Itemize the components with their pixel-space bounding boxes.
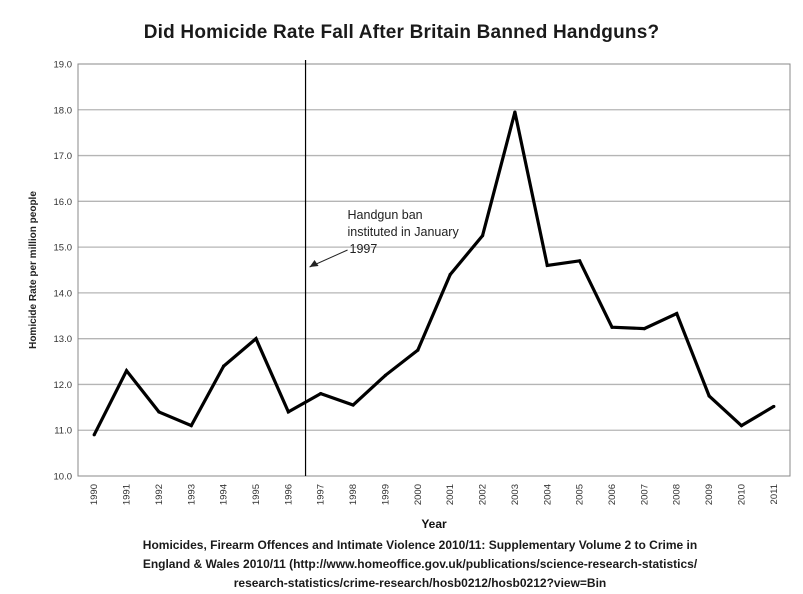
y-tick-label: 12.0 (54, 380, 73, 391)
data-point (707, 394, 711, 398)
y-tick-label: 10.0 (54, 472, 73, 483)
data-point (642, 326, 646, 331)
y-tick-label: 17.0 (54, 151, 73, 162)
data-point (351, 403, 355, 407)
x-tick-label: 2003 (510, 484, 521, 505)
x-tick-label: 1995 (251, 484, 262, 505)
source-line-2: England & Wales 2010/11 (http://www.home… (142, 557, 698, 571)
y-tick-label: 19.0 (54, 60, 73, 71)
x-tick-label: 2008 (672, 484, 683, 505)
annotation-text-line: 1997 (350, 242, 378, 256)
data-point (383, 373, 388, 377)
data-point (416, 348, 420, 352)
data-point (286, 410, 290, 414)
x-tick-labels: 1990 1991 1992 1993 1994 1995 1996 1997 1998 1999… (89, 484, 780, 505)
x-tick-label: 1997 (316, 484, 327, 505)
annotation-arrow-head (309, 260, 319, 267)
x-tick-label: 2004 (542, 484, 553, 505)
y-tick-label: 13.0 (54, 334, 73, 345)
data-point (222, 364, 226, 368)
plot-border (77, 63, 791, 477)
x-tick-label: 2009 (704, 484, 715, 505)
data-point (545, 263, 549, 268)
annotation-text-line: instituted in January (348, 225, 460, 239)
y-tick-label: 14.0 (54, 288, 73, 299)
x-tick-label: 2000 (413, 484, 424, 505)
y-tick-label: 15.0 (54, 243, 73, 254)
data-point (157, 410, 161, 414)
homicide-rate-line (92, 111, 775, 436)
x-tick-label: 2001 (445, 484, 456, 505)
data-point (513, 110, 517, 114)
source-citation: Homicides, Firearm Offences and Intimate… (60, 536, 780, 593)
data-point (124, 369, 129, 373)
x-tick-label: 1992 (154, 484, 165, 505)
x-tick-label: 1990 (89, 484, 100, 505)
x-tick-label: 1994 (219, 484, 230, 505)
y-axis-label: Homicide Rate per million people (28, 191, 39, 349)
x-tick-label: 1991 (122, 484, 133, 505)
x-tick-label: 2005 (575, 484, 586, 505)
x-tick-label: 1993 (186, 484, 197, 505)
x-tick-label: 1998 (348, 484, 359, 505)
y-tick-label: 11.0 (54, 426, 72, 437)
data-point (739, 424, 744, 428)
data-point (480, 234, 485, 238)
x-tick-label: 2010 (736, 484, 747, 505)
x-tick-label: 1996 (283, 484, 294, 505)
x-tick-label: 1999 (380, 484, 391, 505)
x-axis-label: Year (421, 517, 447, 531)
data-points (92, 110, 776, 437)
y-tick-label: 18.0 (54, 105, 73, 116)
annotation: Handgun ban instituted in January 1997 (309, 208, 460, 268)
data-point (772, 404, 776, 409)
data-point (92, 433, 96, 437)
data-point (610, 325, 614, 329)
data-point (578, 259, 582, 263)
data-point (254, 337, 258, 341)
annotation-text-line: Handgun ban (348, 208, 423, 222)
chart-title: Did Homicide Rate Fall After Britain Ban… (143, 22, 660, 43)
y-tick-labels: 10.0 11.0 12.0 13.0 14.0 15.0 16.0 17.0 18.0 19.0 (54, 60, 73, 483)
x-tick-label: 2011 (769, 484, 780, 504)
data-point (675, 311, 679, 316)
y-tick-label: 16.0 (54, 197, 73, 208)
data-point (448, 272, 452, 277)
source-line-1: Homicides, Firearm Offences and Intimate… (142, 538, 698, 552)
x-tick-label: 2006 (607, 484, 618, 505)
x-tick-label: 2002 (478, 484, 489, 505)
source-line-3: research-statistics/crime-research/hosb0… (233, 576, 607, 590)
x-tick-label: 2007 (639, 484, 650, 505)
data-point (189, 424, 193, 428)
grid-lines (78, 109, 790, 431)
data-point (319, 392, 323, 396)
